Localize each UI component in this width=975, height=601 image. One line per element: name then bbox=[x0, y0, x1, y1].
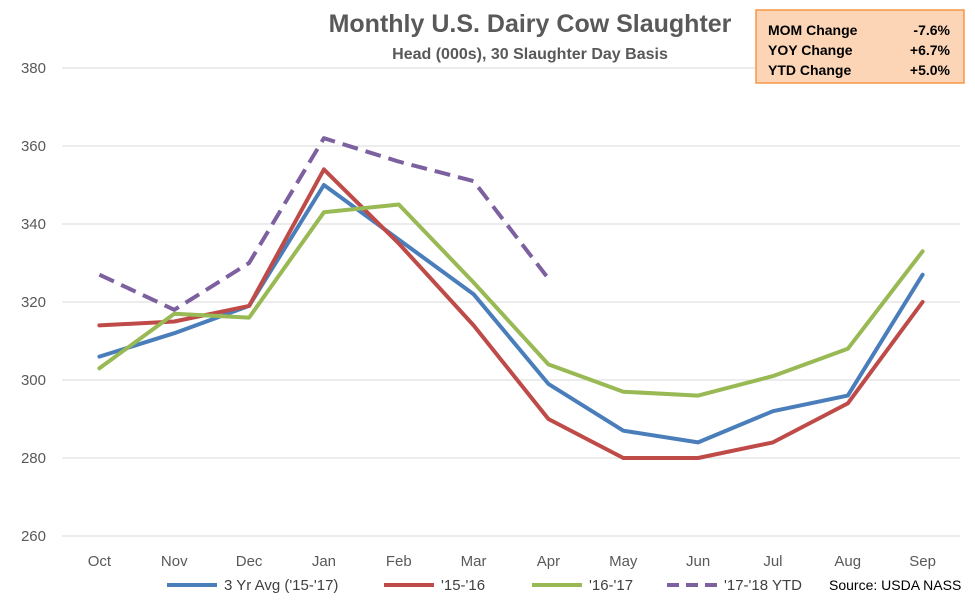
source-note: Source: USDA NASS bbox=[829, 577, 961, 593]
chart-subtitle: Head (000s), 30 Slaughter Day Basis bbox=[392, 46, 668, 63]
stats-value-ytd: +5.0% bbox=[910, 62, 951, 78]
legend-label-3-yr-avg-15-17: 3 Yr Avg ('15-'17) bbox=[224, 577, 338, 594]
x-tick-label-oct: Oct bbox=[88, 553, 112, 570]
legend-label-15-16: '15-'16 bbox=[441, 577, 485, 594]
series-line-16-17 bbox=[97, 202, 925, 398]
x-tick-label-feb: Feb bbox=[386, 553, 412, 570]
y-tick-label-320: 320 bbox=[21, 294, 46, 311]
x-tick-label-nov: Nov bbox=[161, 553, 188, 570]
x-tick-label-mar: Mar bbox=[461, 553, 487, 570]
x-tick-label-apr: Apr bbox=[537, 553, 560, 570]
stats-box: MOM Change -7.6% YOY Change +6.7% YTD Ch… bbox=[755, 9, 965, 84]
stats-value-mom: -7.6% bbox=[913, 22, 950, 38]
x-tick-label-jul: Jul bbox=[763, 553, 782, 570]
x-axis-ticks: Oct Nov Dec Jan Feb Mar Apr May Jun Jul Aug Sep bbox=[88, 553, 936, 570]
legend-label-17-18-ytd: '17-'18 YTD bbox=[724, 577, 802, 594]
y-tick-label-360: 360 bbox=[21, 138, 46, 155]
x-tick-label-jun: Jun bbox=[686, 553, 710, 570]
stats-label-mom: MOM Change bbox=[768, 22, 858, 38]
chart-title: Monthly U.S. Dairy Cow Slaughter bbox=[329, 10, 732, 38]
y-tick-label-380: 380 bbox=[21, 60, 46, 77]
stats-label-ytd: YTD Change bbox=[768, 62, 851, 78]
stats-label-yoy: YOY Change bbox=[768, 42, 853, 58]
legend: 3 Yr Avg ('15-'17) '15-'16 '16-'17 '17-'18 … bbox=[167, 577, 802, 594]
x-tick-label-jan: Jan bbox=[312, 553, 336, 570]
stats-value-yoy: +6.7% bbox=[910, 42, 951, 58]
series-line-15-16 bbox=[97, 167, 925, 460]
x-tick-label-may: May bbox=[609, 553, 638, 570]
x-tick-label-aug: Aug bbox=[834, 553, 861, 570]
legend-label-16-17: '16-'17 bbox=[589, 577, 633, 594]
x-tick-label-sep: Sep bbox=[909, 553, 936, 570]
x-tick-label-dec: Dec bbox=[236, 553, 263, 570]
y-tick-label-340: 340 bbox=[21, 216, 46, 233]
series-lines bbox=[97, 136, 925, 460]
series-line-17-18-ytd bbox=[98, 136, 550, 312]
y-tick-label-260: 260 bbox=[21, 528, 46, 545]
stats-box-background bbox=[755, 9, 965, 84]
y-tick-label-280: 280 bbox=[21, 450, 46, 467]
y-axis-ticks: 260 280 300 320 340 360 380 bbox=[21, 60, 46, 545]
gridlines bbox=[62, 67, 960, 537]
y-tick-label-300: 300 bbox=[21, 372, 46, 389]
